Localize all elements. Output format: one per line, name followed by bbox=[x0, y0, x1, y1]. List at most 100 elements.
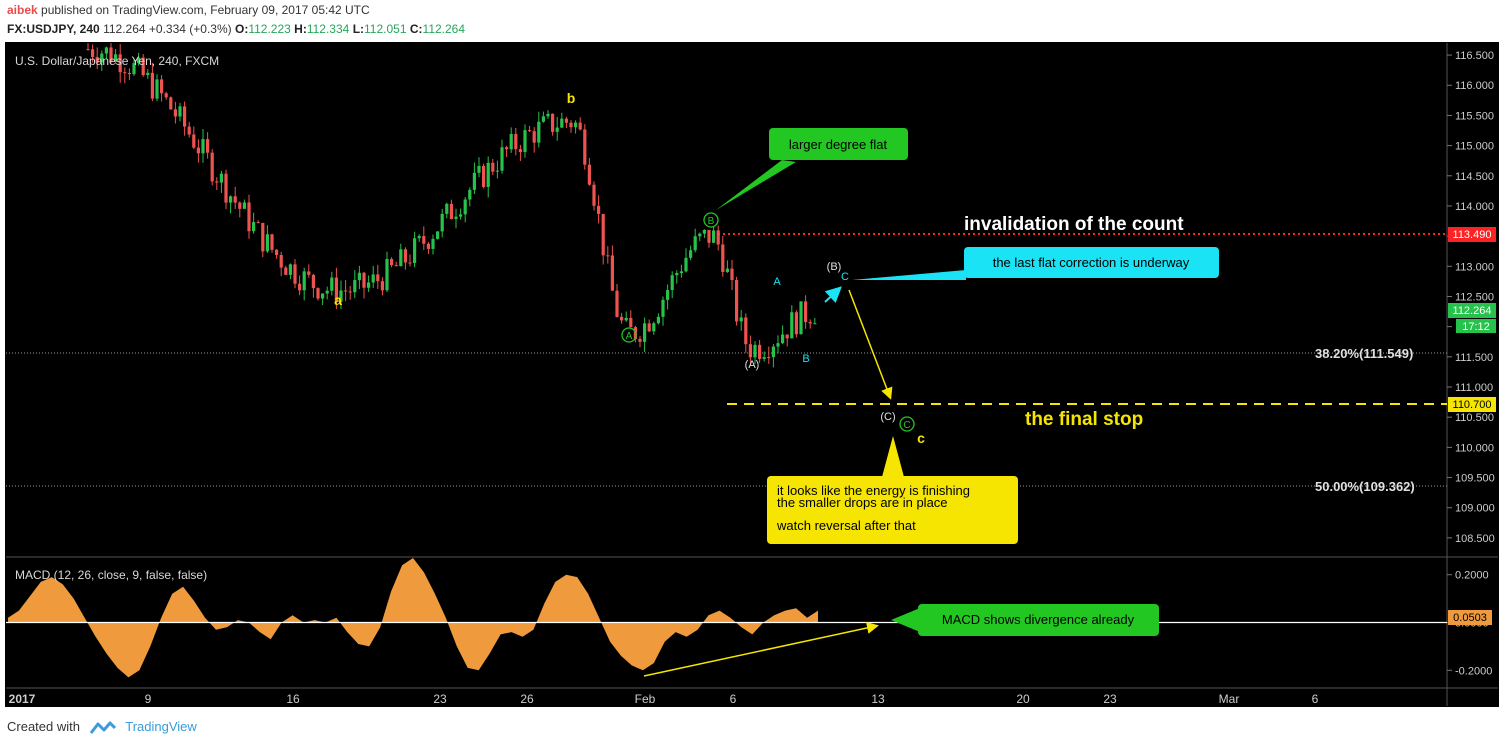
candle bbox=[169, 96, 173, 110]
time-tick-label: 2017 bbox=[9, 692, 36, 706]
price-tag bbox=[1448, 303, 1496, 318]
candle bbox=[528, 125, 532, 133]
candle bbox=[256, 220, 260, 224]
candle bbox=[643, 317, 647, 353]
time-tick-label: 23 bbox=[1103, 692, 1117, 706]
wave-a: a bbox=[334, 292, 342, 308]
candle bbox=[569, 120, 573, 133]
candle bbox=[744, 313, 748, 353]
candle bbox=[284, 265, 288, 275]
candle bbox=[477, 157, 481, 178]
time-tick-label: Mar bbox=[1219, 692, 1240, 706]
time-tick-label: Feb bbox=[635, 692, 656, 706]
candle bbox=[610, 245, 614, 291]
time-tick-label: 6 bbox=[1312, 692, 1319, 706]
candle bbox=[532, 127, 536, 153]
candle bbox=[183, 101, 187, 136]
candle bbox=[505, 145, 509, 157]
tradingview-link[interactable]: TradingView bbox=[125, 719, 197, 734]
callout-flat-pointer bbox=[852, 270, 966, 280]
candle bbox=[330, 271, 334, 296]
candle bbox=[670, 271, 674, 299]
candle bbox=[799, 301, 803, 335]
invalidation-tag bbox=[1448, 227, 1496, 242]
candle bbox=[219, 170, 223, 193]
candle bbox=[541, 111, 545, 123]
price-tick-label: 110.000 bbox=[1455, 442, 1494, 454]
candle bbox=[656, 313, 660, 325]
callout-energy-pointer bbox=[882, 436, 904, 477]
price-change: +0.334 (+0.3%) bbox=[148, 22, 232, 36]
final-stop-tag bbox=[1448, 397, 1496, 412]
candle bbox=[794, 310, 798, 338]
candle bbox=[790, 305, 794, 339]
candle bbox=[712, 226, 716, 244]
price-tick-label: 116.000 bbox=[1455, 80, 1494, 92]
candle bbox=[468, 187, 472, 207]
time-axis: 2017 9 16 23 26 Feb 6 13 20 23 Mar 6 bbox=[9, 692, 1319, 706]
macd-histogram-area bbox=[8, 558, 818, 678]
wave-paren-c: (C) bbox=[880, 411, 895, 423]
callout-larger-pointer bbox=[716, 160, 796, 210]
candle bbox=[482, 163, 486, 189]
candle bbox=[321, 293, 325, 306]
candle bbox=[702, 229, 706, 238]
wave-circle-c bbox=[899, 416, 915, 432]
candle bbox=[426, 241, 430, 255]
candle bbox=[109, 43, 113, 64]
candle bbox=[399, 243, 403, 267]
wave-circle-b bbox=[703, 212, 719, 228]
candle bbox=[210, 149, 214, 186]
candle bbox=[606, 246, 610, 264]
projection-arrow-down bbox=[848, 289, 893, 400]
candle bbox=[233, 186, 237, 209]
ohlc-line: FX:USDJPY, 240 112.264 +0.334 (+0.3%) O:… bbox=[7, 22, 466, 36]
time-tick-label: 20 bbox=[1016, 692, 1030, 706]
final-stop-label: the final stop bbox=[1025, 409, 1143, 430]
chart-title: U.S. Dollar/Japanese Yen, 240, FXCM bbox=[15, 54, 219, 68]
publish-line: aibek published on TradingView.com, Febr… bbox=[7, 3, 370, 17]
candle bbox=[164, 91, 168, 100]
candle bbox=[698, 232, 702, 242]
projection-arrow-up bbox=[824, 286, 842, 304]
price-tick-label: 114.500 bbox=[1455, 171, 1494, 183]
final-stop-tag-text: 110.700 bbox=[1453, 399, 1492, 411]
callout-flat-box bbox=[964, 247, 1219, 278]
candle bbox=[348, 286, 352, 300]
candle bbox=[652, 321, 656, 335]
created-with: Created with bbox=[7, 719, 80, 734]
candle bbox=[155, 74, 159, 102]
publish-info: published on TradingView.com, February 0… bbox=[41, 3, 370, 17]
candle bbox=[334, 267, 338, 309]
candle bbox=[804, 295, 808, 329]
candle bbox=[173, 101, 177, 124]
candle bbox=[371, 265, 375, 288]
candle bbox=[689, 245, 693, 261]
candle bbox=[357, 265, 361, 290]
candle bbox=[293, 259, 297, 289]
candle bbox=[454, 208, 458, 229]
chart-frame[interactable] bbox=[5, 42, 1499, 707]
candle bbox=[597, 195, 601, 224]
candle bbox=[555, 116, 559, 141]
price-tick-label: 113.000 bbox=[1455, 261, 1494, 273]
time-tick-label: 23 bbox=[433, 692, 447, 706]
candle bbox=[238, 201, 242, 218]
high-value: 112.334 bbox=[306, 22, 350, 36]
candle bbox=[679, 264, 683, 278]
candle bbox=[583, 124, 587, 170]
invalidation-label: invalidation of the count bbox=[964, 214, 1184, 235]
author-link[interactable]: aibek bbox=[7, 3, 38, 17]
candle bbox=[624, 311, 628, 322]
candles bbox=[86, 43, 817, 368]
candle bbox=[325, 286, 329, 300]
candle bbox=[431, 234, 435, 255]
svg-text:B: B bbox=[708, 216, 715, 227]
macd-title: MACD (12, 26, close, 9, false, false) bbox=[15, 568, 207, 582]
macd-tick-label: -0.2000 bbox=[1455, 665, 1492, 677]
candle bbox=[123, 67, 127, 84]
candle bbox=[716, 225, 720, 251]
candle bbox=[449, 199, 453, 220]
macd-tag-text: 0.0503 bbox=[1453, 612, 1487, 624]
